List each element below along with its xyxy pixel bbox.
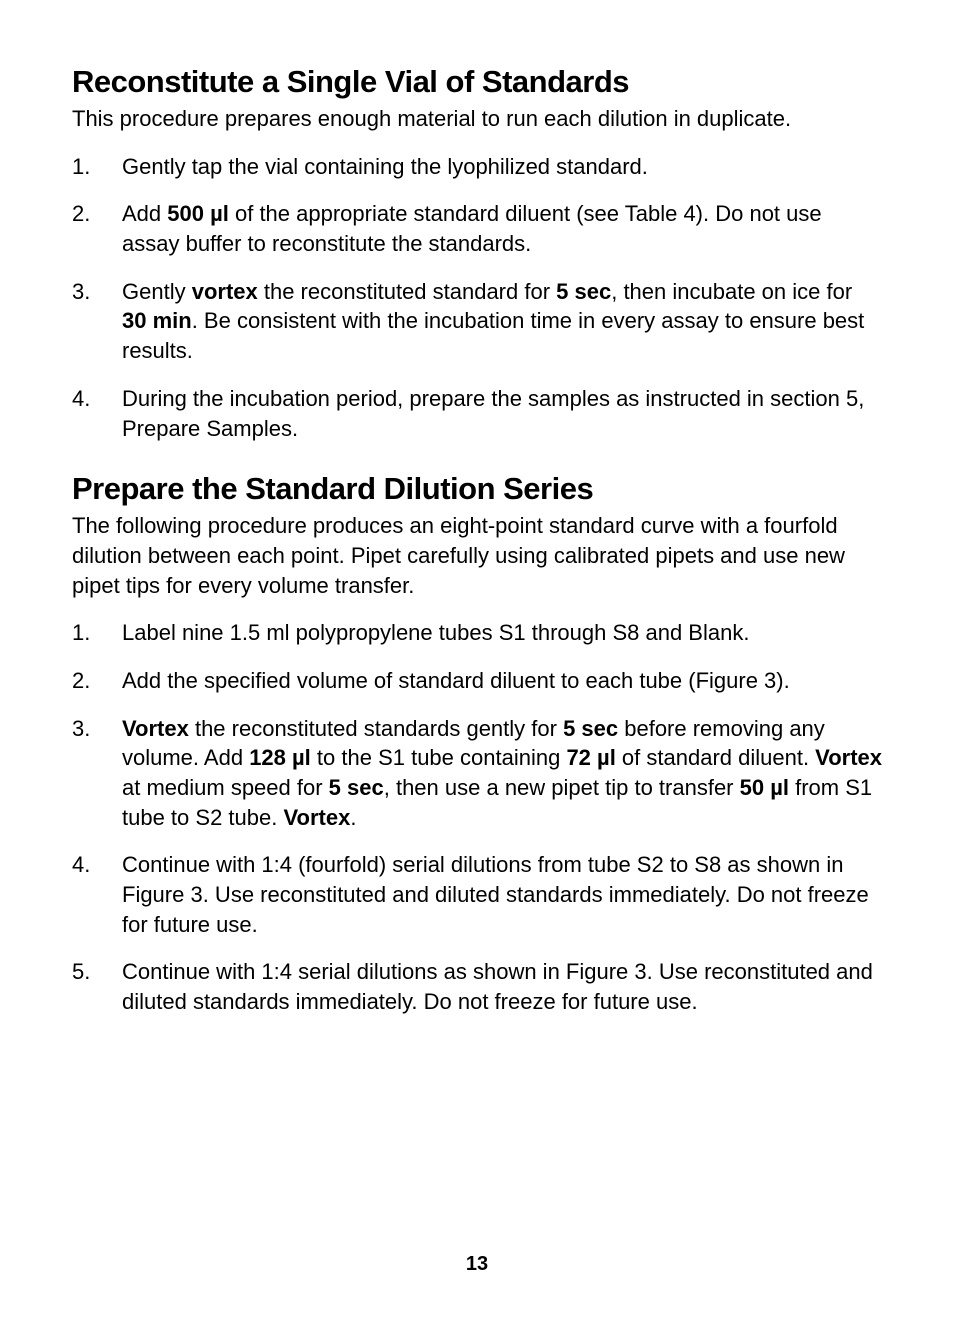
list-item: Continue with 1:4 (fourfold) serial dilu… <box>72 850 882 939</box>
bold-text: Vortex <box>122 716 189 741</box>
section-heading-2: Prepare the Standard Dilution Series <box>72 471 882 507</box>
list-item: Add 500 µl of the appropriate standard d… <box>72 199 882 258</box>
bold-text: 128 µl <box>249 745 311 770</box>
list-item: Vortex the reconstituted standards gentl… <box>72 714 882 833</box>
ordered-list-1: Gently tap the vial containing the lyoph… <box>72 152 882 444</box>
section-intro-1: This procedure prepares enough material … <box>72 104 882 134</box>
list-item: Add the specified volume of standard dil… <box>72 666 882 696</box>
list-item: Continue with 1:4 serial dilutions as sh… <box>72 957 882 1016</box>
bold-text: Vortex <box>815 745 882 770</box>
section-intro-2: The following procedure produces an eigh… <box>72 511 882 600</box>
ordered-list-2: Label nine 1.5 ml polypropylene tubes S1… <box>72 618 882 1017</box>
bold-text: 30 min <box>122 308 192 333</box>
list-item: Label nine 1.5 ml polypropylene tubes S1… <box>72 618 882 648</box>
section-heading-1: Reconstitute a Single Vial of Standards <box>72 64 882 100</box>
bold-text: vortex <box>192 279 258 304</box>
list-item: Gently vortex the reconstituted standard… <box>72 277 882 366</box>
page-number: 13 <box>0 1253 954 1276</box>
section-reconstitute: Reconstitute a Single Vial of Standards … <box>72 64 882 443</box>
bold-text: 5 sec <box>563 716 618 741</box>
section-dilution-series: Prepare the Standard Dilution Series The… <box>72 471 882 1017</box>
list-item: Gently tap the vial containing the lyoph… <box>72 152 882 182</box>
bold-text: 500 µl <box>167 201 229 226</box>
bold-text: Vortex <box>283 805 350 830</box>
bold-text: 50 µl <box>740 775 789 800</box>
bold-text: 5 sec <box>556 279 611 304</box>
list-item: During the incubation period, prepare th… <box>72 384 882 443</box>
bold-text: 5 sec <box>329 775 384 800</box>
bold-text: 72 µl <box>566 745 615 770</box>
